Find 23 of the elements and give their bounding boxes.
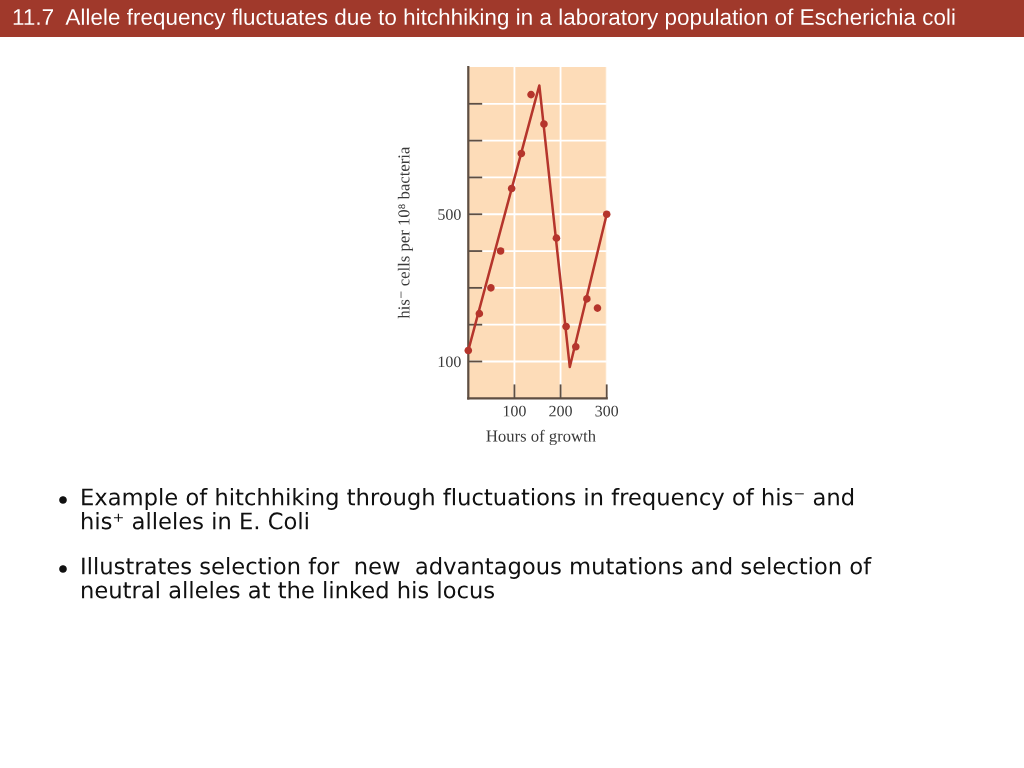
point bbox=[552, 234, 561, 242]
x-axis-title: Hours of growth bbox=[486, 429, 596, 446]
point bbox=[496, 247, 505, 255]
y-tick-label: 500 bbox=[438, 209, 461, 220]
point bbox=[571, 342, 580, 351]
x-tick-label: 200 bbox=[549, 405, 572, 417]
x-tick-label: 100 bbox=[503, 405, 526, 417]
point bbox=[593, 304, 602, 312]
point bbox=[540, 120, 548, 128]
x-tick-label: 300 bbox=[595, 405, 619, 417]
point bbox=[487, 284, 495, 292]
text: Illustrates selection for new advantagous mutations and selection of neutral alleles at the linked his locus bbox=[82, 557, 872, 599]
point bbox=[583, 295, 591, 303]
point bbox=[517, 149, 526, 158]
text: Example of hitchhiking through fluctuations in frequency of his⁻ and his⁺ alleles in E. Coli bbox=[82, 488, 854, 530]
chart-title: 11.7 Allele frequency fluctuates due to hitchhiking in a laboratory population of Escherichia coli bbox=[13, 8, 955, 30]
point bbox=[527, 90, 535, 99]
point bbox=[602, 210, 611, 219]
point bbox=[562, 322, 570, 331]
y-axis-title: his⁻ cells per 10⁸ bacteria bbox=[397, 146, 413, 319]
point bbox=[475, 309, 484, 318]
point bbox=[464, 346, 473, 355]
point bbox=[507, 184, 516, 193]
